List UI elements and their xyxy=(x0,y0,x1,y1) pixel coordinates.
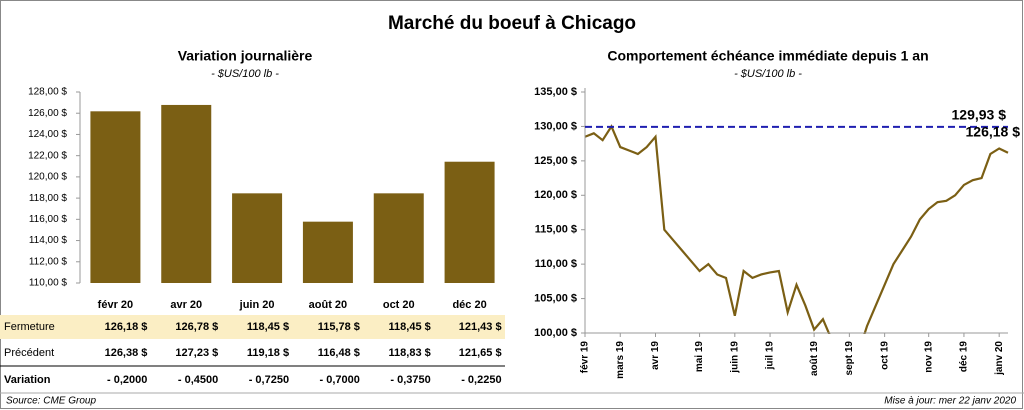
cell: - 0,4500 xyxy=(178,374,218,386)
x-tick-label: sept 19 xyxy=(844,341,855,376)
right-subtitle: - $US/100 lb - xyxy=(734,68,802,80)
y-tick-label: 120,00 $ xyxy=(534,189,577,201)
cell: 118,45 $ xyxy=(247,321,289,333)
x-tick-label: avr 20 xyxy=(170,299,202,311)
cell: 126,78 $ xyxy=(175,321,218,333)
y-tick-label: 135,00 $ xyxy=(534,86,577,98)
x-tick-label: juin 19 xyxy=(729,341,740,374)
x-tick-label: oct 20 xyxy=(383,299,415,311)
line-plot xyxy=(585,124,1009,334)
y-tick-label: 115,00 $ xyxy=(535,224,577,236)
cell: - 0,7000 xyxy=(320,374,360,386)
x-tick-label: août 19 xyxy=(809,341,820,376)
left-title: Variation journalière xyxy=(178,48,313,64)
row-label: Fermeture xyxy=(4,321,55,333)
x-tick-label: févr 19 xyxy=(580,341,591,374)
x-tick-label: nov 19 xyxy=(923,341,934,373)
cell: 126,18 $ xyxy=(105,321,148,333)
x-tick-label: août 20 xyxy=(309,299,348,311)
y-tick-label: 128,00 $ xyxy=(28,87,67,98)
y-tick-label: 122,00 $ xyxy=(28,150,67,161)
cell: - 0,2250 xyxy=(461,374,501,386)
bar xyxy=(90,111,141,283)
cell: 118,45 $ xyxy=(389,321,431,333)
cell: 116,48 $ xyxy=(318,347,360,359)
cell: 126,38 $ xyxy=(105,347,148,359)
cell: 115,78 $ xyxy=(318,321,360,333)
y-tick-label: 112,00 $ xyxy=(29,256,68,267)
bar xyxy=(232,193,283,283)
y-tick-label: 124,00 $ xyxy=(28,129,67,140)
y-tick-label: 118,00 $ xyxy=(29,193,68,204)
y-tick-label: 110,00 $ xyxy=(29,278,68,289)
x-tick-label: avr 19 xyxy=(650,341,661,370)
x-tick-label: févr 20 xyxy=(98,299,133,311)
y-tick-label: 105,00 $ xyxy=(534,292,577,304)
cell: 118,83 $ xyxy=(389,347,431,359)
row-label: Précédent xyxy=(4,347,54,359)
x-tick-label: juin 20 xyxy=(239,299,275,311)
right-title: Comportement échéance immédiate depuis 1… xyxy=(607,48,928,64)
cell: 119,18 $ xyxy=(247,347,289,359)
x-tick-label: déc 20 xyxy=(452,299,486,311)
x-tick-label: mars 19 xyxy=(615,341,626,379)
bar xyxy=(302,221,353,283)
price-line xyxy=(585,124,1009,334)
bar xyxy=(161,104,212,283)
cell: 121,43 $ xyxy=(459,321,502,333)
last-value-label: 126,18 $ xyxy=(966,123,1021,139)
cell: - 0,2000 xyxy=(107,374,147,386)
y-tick-label: 100,00 $ xyxy=(534,327,577,339)
x-tick-label: juil 19 xyxy=(765,341,776,371)
y-tick-label: 120,00 $ xyxy=(28,172,67,183)
y-tick-label: 126,00 $ xyxy=(28,108,67,119)
reference-label: 129,93 $ xyxy=(952,107,1007,123)
x-tick-label: déc 19 xyxy=(959,341,970,373)
x-tick-label: janv 20 xyxy=(994,341,1005,376)
row-highlight xyxy=(0,315,505,339)
y-tick-label: 125,00 $ xyxy=(534,155,577,167)
y-tick-label: 110,00 $ xyxy=(535,258,577,270)
source: Source: CME Group xyxy=(6,396,96,407)
cell: 121,65 $ xyxy=(459,347,502,359)
title: Marché du boeuf à Chicago xyxy=(388,13,636,34)
updated: Mise à jour: mer 22 janv 2020 xyxy=(884,396,1016,407)
bar xyxy=(373,193,424,283)
y-tick-label: 114,00 $ xyxy=(29,235,68,246)
y-tick-label: 130,00 $ xyxy=(534,120,577,132)
y-tick-label: 116,00 $ xyxy=(29,214,68,225)
row-label: Variation xyxy=(4,374,51,386)
x-tick-label: mai 19 xyxy=(694,341,705,373)
x-tick-label: oct 19 xyxy=(879,341,890,370)
cell: 127,23 $ xyxy=(175,347,218,359)
bar xyxy=(444,161,495,283)
cell: - 0,3750 xyxy=(390,374,430,386)
left-subtitle: - $US/100 lb - xyxy=(211,68,279,80)
cell: - 0,7250 xyxy=(249,374,289,386)
